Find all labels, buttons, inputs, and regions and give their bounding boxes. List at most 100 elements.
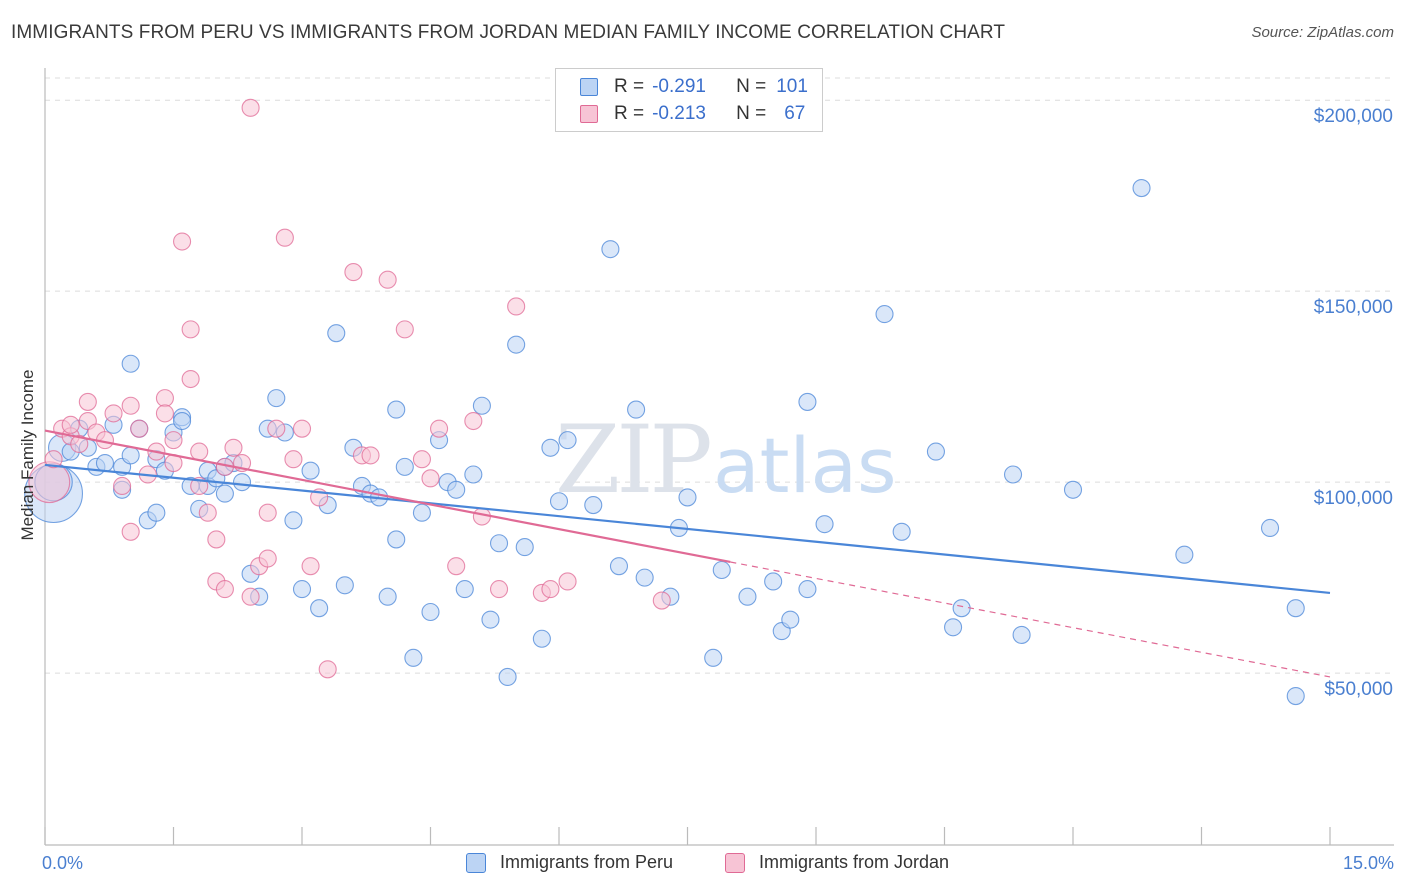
data-point-jordan: [395, 320, 414, 339]
data-point-jordan: [215, 580, 234, 599]
data-point-peru: [412, 503, 431, 522]
data-point-peru: [387, 400, 406, 419]
y-tick-labels: $50,000 $100,000 $150,000 $200,000: [1314, 106, 1393, 700]
y-axis-title: Median Family Income: [18, 369, 37, 540]
data-point-jordan: [164, 431, 183, 450]
y-tick-label: $50,000: [1324, 679, 1393, 700]
series-legend: Immigrants from Peru Immigrants from Jor…: [0, 850, 1406, 880]
data-point-jordan: [378, 270, 397, 289]
data-point-jordan: [224, 438, 243, 457]
data-point-peru: [215, 484, 234, 503]
data-point-jordan: [173, 232, 192, 251]
data-point-peru: [284, 511, 303, 530]
data-point-jordan: [61, 415, 80, 434]
data-point-peru: [378, 587, 397, 606]
data-point-jordan: [181, 320, 200, 339]
data-point-peru: [1063, 480, 1083, 499]
data-point-peru: [387, 530, 406, 549]
data-point-jordan: [541, 580, 560, 599]
data-point-jordan: [301, 557, 320, 576]
legend-r-value-jordan: -0.213: [652, 103, 706, 124]
data-point-jordan: [447, 557, 466, 576]
trendline-jordan: [44, 429, 731, 564]
y-tick-label: $150,000: [1314, 297, 1393, 318]
data-point-jordan: [558, 572, 577, 591]
legend-n-value-peru: 101: [776, 76, 808, 97]
data-point-peru: [601, 240, 620, 259]
data-point-peru: [1286, 686, 1305, 706]
legend-n-value-jordan: 67: [784, 103, 806, 124]
data-point-jordan: [318, 660, 337, 679]
trendline-jordan-extrapolated: [730, 561, 1331, 678]
data-point-jordan: [507, 297, 526, 316]
data-point-jordan: [121, 396, 140, 415]
data-point-peru: [472, 396, 491, 415]
data-point-jordan: [241, 98, 260, 117]
data-point-jordan: [155, 389, 174, 408]
data-point-peru: [455, 580, 474, 599]
x-tick-labels: 0.0% 15.0%: [42, 853, 1394, 873]
data-point-peru: [627, 400, 646, 419]
data-point-peru: [515, 538, 534, 557]
data-point-jordan: [412, 450, 431, 469]
data-point-jordan: [104, 404, 123, 423]
data-point-jordan: [275, 228, 294, 247]
data-point-peru: [95, 453, 115, 473]
data-point-peru: [609, 557, 629, 576]
data-point-peru: [267, 389, 286, 408]
data-point-peru: [489, 534, 509, 553]
data-point-jordan: [70, 434, 89, 454]
data-point-peru: [678, 488, 697, 507]
series-legend-jordan[interactable]: Immigrants from Jordan: [725, 852, 949, 873]
x-tick-label-max: 15.0%: [1343, 853, 1394, 873]
data-point-peru: [952, 599, 971, 618]
data-point-peru: [781, 610, 800, 629]
stats-legend-row-jordan: R = -0.213 N = 67: [580, 102, 805, 126]
data-point-peru: [421, 602, 440, 622]
watermark-atlas: atlas: [713, 421, 897, 510]
data-point-jordan: [241, 587, 260, 606]
data-point-jordan: [652, 591, 671, 610]
data-point-peru: [301, 461, 320, 480]
data-point-jordan: [78, 392, 97, 411]
series-legend-label-jordan: Immigrants from Jordan: [759, 852, 950, 872]
data-point-peru: [798, 580, 817, 599]
data-point-jordan: [181, 369, 200, 389]
data-point-jordan: [113, 476, 132, 496]
data-point-jordan: [258, 503, 277, 522]
data-point-peru: [558, 431, 577, 450]
data-point-peru: [815, 515, 834, 534]
data-point-peru: [712, 560, 731, 580]
data-point-jordan: [44, 450, 63, 469]
legend-n-label: N =: [736, 103, 767, 124]
x-tick-label-min: 0.0%: [42, 853, 83, 873]
data-point-jordan: [361, 446, 380, 465]
data-point-peru: [798, 392, 817, 411]
chart-title: IMMIGRANTS FROM PERU VS IMMIGRANTS FROM …: [11, 22, 1006, 43]
data-point-peru: [121, 446, 140, 465]
series-legend-swatch-jordan: [725, 852, 745, 873]
data-point-peru: [498, 667, 517, 686]
data-point-peru: [926, 442, 945, 461]
series-legend-label-peru: Immigrants from Peru: [500, 852, 674, 872]
data-point-jordan: [489, 580, 509, 599]
data-point-peru: [292, 580, 312, 599]
data-point-peru: [395, 457, 414, 476]
data-point-peru: [335, 576, 354, 595]
watermark: ZIP atlas: [555, 406, 897, 515]
gridlines: [45, 77, 1394, 674]
data-point-peru: [121, 354, 140, 373]
data-point-peru: [875, 305, 894, 324]
series-legend-peru[interactable]: Immigrants from Peru: [466, 852, 673, 873]
data-point-peru: [1286, 599, 1305, 618]
data-point-jordan: [267, 419, 286, 438]
data-point-jordan: [198, 503, 217, 522]
data-point-peru: [541, 438, 560, 457]
data-point-jordan: [130, 419, 149, 438]
data-point-jordan: [258, 549, 277, 568]
data-point-peru: [173, 411, 192, 431]
legend-n-label: N =: [736, 76, 767, 97]
legend-r-label: R =: [614, 103, 645, 124]
y-tick-label: $100,000: [1314, 488, 1393, 509]
points-jordan: [28, 98, 671, 679]
